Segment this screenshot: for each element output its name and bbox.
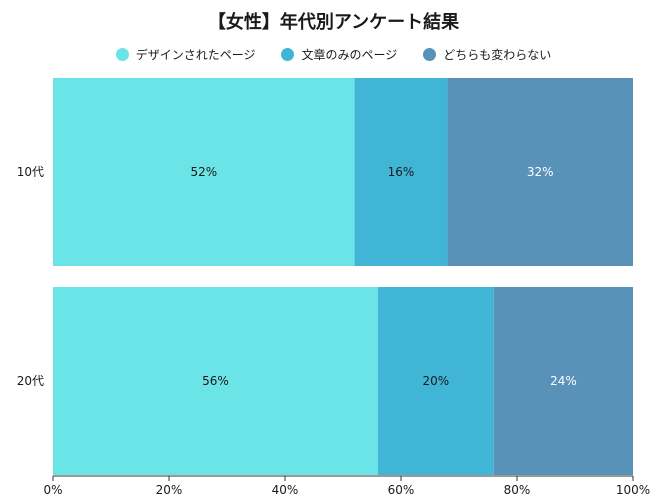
data-label-10代-3: 32% bbox=[527, 165, 554, 179]
legend-label-text-only: 文章のみのページ bbox=[301, 48, 398, 62]
data-label-20代-2: 20% bbox=[422, 374, 449, 388]
legend: デザインされたページ 文章のみのページ どちらも変わらない bbox=[0, 46, 667, 63]
bar-segment-20代-2 bbox=[377, 287, 494, 475]
legend-label-no-difference: どちらも変わらない bbox=[443, 48, 552, 62]
bar-segment-10代-3 bbox=[447, 78, 633, 266]
data-label-20代-1: 56% bbox=[202, 374, 229, 388]
legend-item-text-only[interactable]: 文章のみのページ bbox=[281, 46, 397, 63]
x-tick-label-80: 80% bbox=[504, 483, 531, 497]
legend-item-no-difference[interactable]: どちらも変わらない bbox=[423, 46, 551, 63]
bar-segment-10代-2 bbox=[354, 78, 448, 266]
bar-segment-10代-1 bbox=[53, 78, 355, 266]
data-label-10代-2: 16% bbox=[388, 165, 415, 179]
x-tick-label-40: 40% bbox=[272, 483, 299, 497]
data-label-10代-1: 52% bbox=[190, 165, 217, 179]
category-label-10代: 10代 bbox=[17, 165, 44, 179]
legend-swatch-designed bbox=[115, 48, 129, 61]
legend-item-designed[interactable]: デザインされたページ bbox=[115, 46, 256, 63]
x-tick-label-20: 20% bbox=[156, 483, 183, 497]
legend-swatch-text-only bbox=[281, 48, 295, 61]
category-label-20代: 20代 bbox=[17, 374, 44, 388]
x-tick-label-0: 0% bbox=[43, 483, 62, 497]
chart-title: 【女性】年代別アンケート結果 bbox=[207, 12, 460, 33]
legend-label-designed: デザインされたページ bbox=[135, 48, 256, 62]
bar-segment-20代-3 bbox=[493, 287, 633, 475]
bar-segment-20代-1 bbox=[53, 287, 378, 475]
x-tick-label-100: 100% bbox=[616, 483, 650, 497]
x-tick-label-60: 60% bbox=[388, 483, 415, 497]
legend-swatch-no-difference bbox=[423, 48, 437, 61]
data-label-20代-3: 24% bbox=[550, 374, 577, 388]
